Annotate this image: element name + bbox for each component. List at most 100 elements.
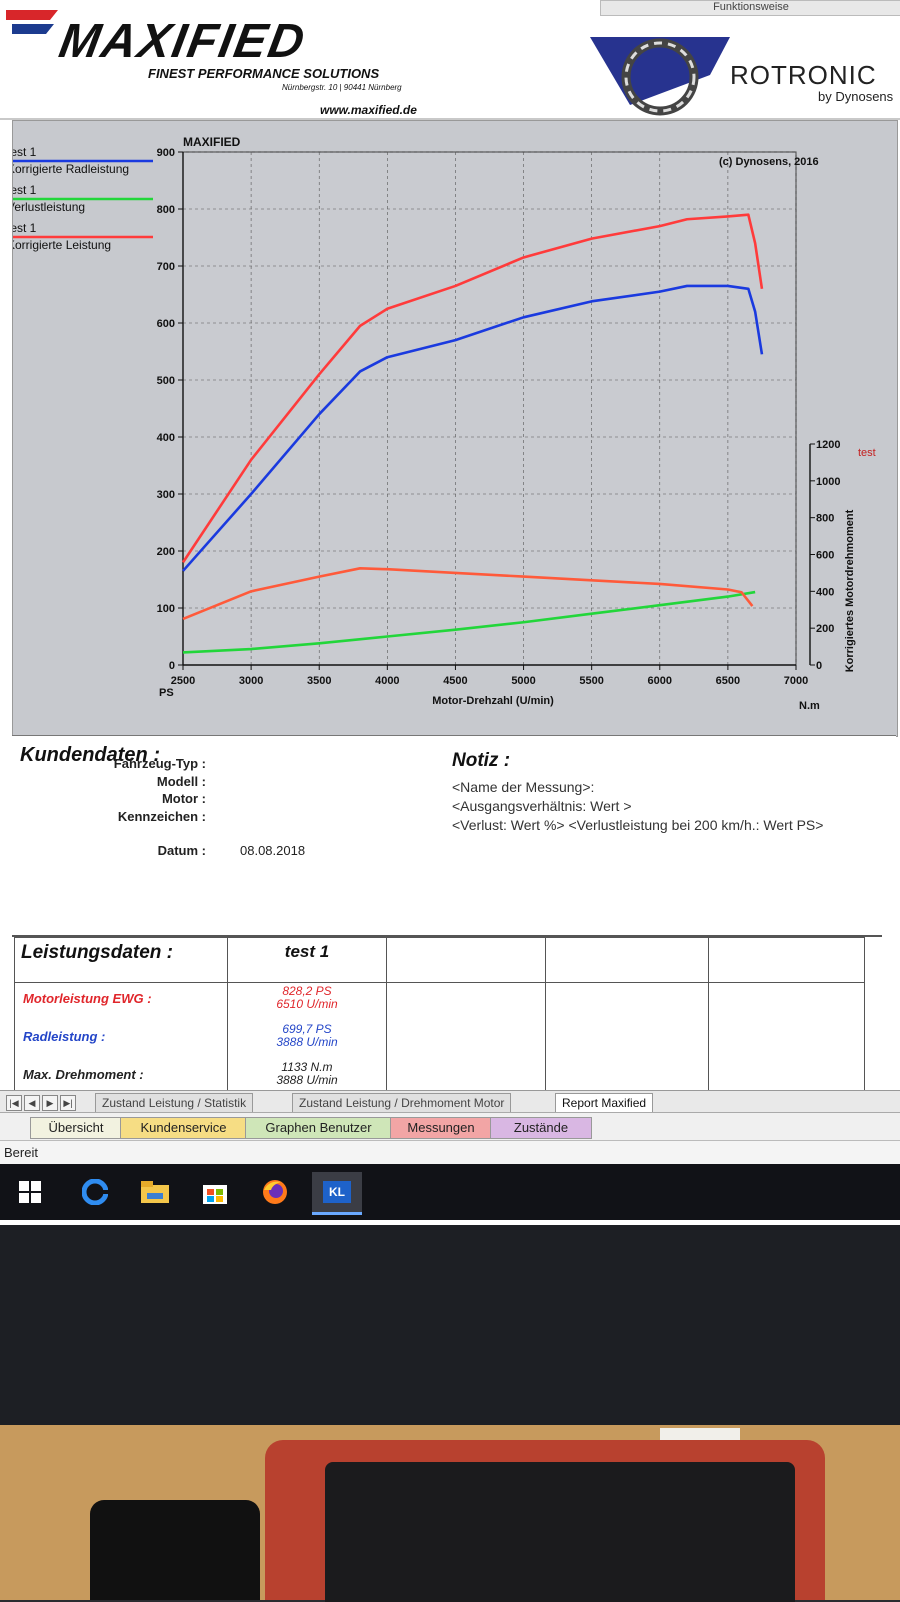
notiz-line-1: <Name der Messung>: [452, 779, 595, 795]
series-line-3 [182, 567, 754, 621]
row-labels-cell: Motorleistung EWG : Radleistung : Max. D… [14, 982, 228, 1104]
rotronic-by-dynosens: by Dynosens [818, 89, 894, 104]
graphen-benutzer-button[interactable]: Graphen Benutzer [245, 1117, 392, 1139]
tab-report-maxified[interactable]: Report Maxified [555, 1093, 654, 1112]
empty-column [545, 937, 709, 983]
zustaende-button[interactable]: Zustände [490, 1117, 592, 1139]
y-tick-label-right: 0 [816, 660, 822, 672]
last-sheet-button[interactable]: ▶| [60, 1095, 76, 1111]
kl-app-icon[interactable]: KL [312, 1172, 362, 1215]
maxified-logo: MAXIFIED [55, 15, 311, 68]
label-motorleistung: Motorleistung EWG : [23, 991, 152, 1006]
windows-taskbar: KL [0, 1164, 900, 1220]
plot-area [182, 151, 797, 666]
status-bar: Bereit [0, 1140, 900, 1165]
y-tick-label-left: 200 [157, 546, 175, 558]
top-tab-funktionsweise[interactable]: Funktionsweise [600, 0, 900, 16]
y-tick-label-left: 400 [157, 432, 175, 444]
empty-column [708, 937, 865, 983]
edge-icon[interactable] [75, 1172, 115, 1212]
y-axis-right-unit: N.m [799, 700, 820, 712]
label-modell: Modell : [156, 774, 206, 789]
control-button-bar: Übersicht Kundenservice Graphen Benutzer… [0, 1112, 900, 1141]
first-sheet-button[interactable]: |◀ [6, 1095, 22, 1111]
label-motor: Motor : [161, 791, 206, 806]
kundendaten-section: Kundendaten : Fahrzeug-Typ : Modell : Mo… [12, 735, 896, 936]
y-tick-label-right: 800 [816, 513, 834, 525]
x-tick-label: 4500 [443, 675, 467, 687]
report-header: Funktionsweise MAXIFIED FINEST PERFORMAN… [0, 0, 900, 120]
y-tick-label-left: 500 [157, 375, 175, 387]
y-tick-label-right: 1000 [816, 476, 840, 488]
test-1-values-cell: 828,2 PS 6510 U/min 699,7 PS 3888 U/min 11… [227, 982, 387, 1104]
label-max-drehmoment: Max. Drehmoment : [23, 1067, 144, 1082]
tablet-screen [325, 1462, 795, 1602]
windows-start-icon[interactable] [10, 1172, 50, 1212]
x-tick-label: 3000 [239, 675, 263, 687]
diagnostic-tablet [265, 1440, 825, 1602]
brand-website: www.maxified.de [320, 103, 417, 117]
legend-series-label: Korrigierte Leistung [13, 238, 111, 252]
motorleistung-value: 828,2 PS 6510 U/min [276, 984, 338, 1011]
y-tick-label-left: 100 [157, 603, 175, 615]
firefox-icon[interactable] [255, 1172, 295, 1212]
x-tick-label: 5500 [579, 675, 603, 687]
empty-cell [386, 982, 546, 1104]
tab-zustand-leistung-statistik[interactable]: Zustand Leistung / Statistik [95, 1093, 254, 1112]
legend-series-label: Verlustleistung [13, 200, 85, 214]
file-explorer-icon[interactable] [135, 1172, 175, 1212]
rotronic-logo-icon [590, 37, 730, 116]
y-tick-label-right: 400 [816, 586, 834, 598]
leistungsdaten-section: Leistungsdaten : test 1 Motorleistung EW… [12, 935, 882, 1104]
x-tick-label: 2500 [171, 675, 195, 687]
dyno-chart: 0 100 200 300 400 500 600 700 800 900 2500 3000 3500… [13, 135, 876, 712]
label-fahrzeug-typ: Fahrzeug-Typ : [113, 756, 206, 771]
empty-cell [545, 982, 709, 1104]
tab-zustand-leistung-drehmoment[interactable]: Zustand Leistung / Drehmoment Motor [292, 1093, 512, 1112]
brand-subtitle: FINEST PERFORMANCE SOLUTIONS [148, 66, 380, 81]
notiz-line-3: <Verlust: Wert %> <Verlustleistung bei 2… [452, 817, 824, 833]
rotronic-text: ROTRONIC [730, 60, 877, 90]
leistungsdaten-table: Leistungsdaten : test 1 Motorleistung EW… [14, 937, 865, 1104]
legend-series-label: Korrigierte Radleistung [13, 162, 129, 176]
x-tick-label: 3500 [307, 675, 331, 687]
y-tick-label-left: 700 [157, 261, 175, 273]
y-tick-label-right: 600 [816, 550, 834, 562]
y-tick-label-left: 0 [169, 660, 175, 672]
prev-sheet-button[interactable]: ◀ [24, 1095, 40, 1111]
legend-test-label: test 1 [13, 221, 37, 235]
legend-test-label: test 1 [13, 145, 37, 159]
x-tick-label: 5000 [511, 675, 535, 687]
leistungsdaten-title: Leistungsdaten : [14, 937, 228, 983]
x-tick-label: 7000 [784, 675, 808, 687]
messungen-button[interactable]: Messungen [390, 1117, 492, 1139]
empty-column [386, 937, 546, 983]
y-axis-left-unit: PS [159, 687, 174, 699]
series-line-2 [182, 590, 756, 654]
x-axis-label: Motor-Drehzahl (U/min) [432, 695, 554, 707]
y-tick-label-right: 1200 [816, 439, 840, 451]
store-icon[interactable] [195, 1172, 235, 1212]
datum-value: 08.08.2018 [240, 843, 306, 858]
empty-cell [708, 982, 865, 1104]
y-tick-label-left: 900 [157, 147, 175, 159]
uebersicht-button[interactable]: Übersicht [30, 1117, 122, 1139]
brand-address: Nürnbergstr. 10 | 90441 Nürnberg [282, 83, 402, 92]
series-line-1 [182, 284, 764, 572]
right-legend-test-label: test [858, 447, 876, 459]
maxified-swoosh-icon [6, 10, 58, 34]
y-tick-label-left: 800 [157, 204, 175, 216]
next-sheet-button[interactable]: ▶ [42, 1095, 58, 1111]
kundendaten-title: Kundendaten : [20, 744, 160, 766]
column-test-1: test 1 [227, 937, 387, 983]
y-axis-right-label: Korrigiertes Motordrehmoment [844, 509, 856, 672]
monitor-bezel [0, 1225, 900, 1425]
chart-copyright: (c) Dynosens, 2016 [719, 156, 819, 168]
y-tick-label-right: 200 [816, 623, 834, 635]
series-line-0 [181, 213, 764, 564]
x-tick-label: 4000 [375, 675, 399, 687]
y-tick-label-left: 600 [157, 318, 175, 330]
kundenservice-button[interactable]: Kundenservice [120, 1117, 247, 1139]
notiz-line-2: <Ausgangsverhältnis: Wert > [452, 798, 632, 814]
chart-title: MAXIFIED [183, 135, 241, 149]
